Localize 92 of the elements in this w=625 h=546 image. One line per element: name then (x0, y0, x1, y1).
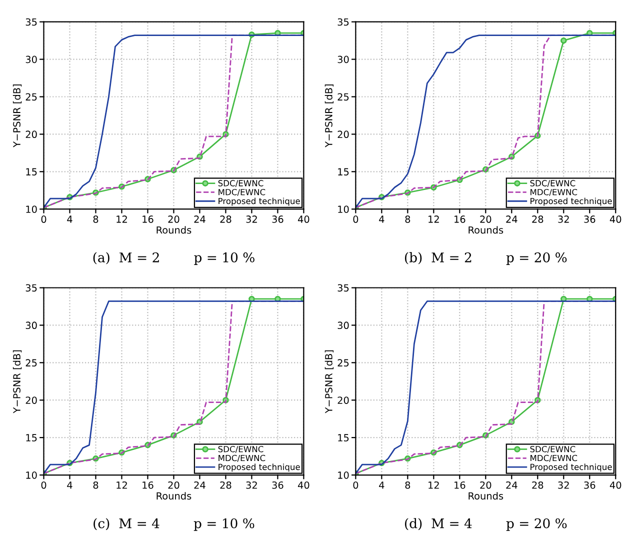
y-tick-label: 35 (338, 284, 349, 292)
x-tick-label: 32 (558, 216, 569, 223)
y-axis-title: Y−PSNR [dB] (324, 350, 334, 414)
x-tick-label: 4 (67, 482, 72, 489)
legend-label: Proposed technique (218, 464, 300, 472)
x-axis-title: Rounds (156, 226, 192, 234)
legend-label: Proposed technique (530, 464, 612, 472)
y-tick-label: 35 (26, 284, 37, 292)
x-axis-title: Rounds (156, 492, 192, 500)
legend-label: Proposed technique (530, 198, 612, 206)
x-axis-title: Rounds (468, 226, 504, 234)
x-tick-label: 0 (41, 216, 46, 223)
y-tick-label: 20 (338, 396, 349, 404)
legend-label: MDC/EWNC (218, 188, 266, 196)
x-tick-label: 40 (298, 216, 310, 223)
y-tick-label: 30 (338, 56, 349, 64)
x-tick-label: 20 (480, 481, 492, 489)
x-tick-label: 16 (142, 216, 154, 223)
x-tick-label: 0 (41, 481, 46, 489)
y-tick-label: 25 (338, 93, 349, 101)
legend-label: SDC/EWNC (218, 180, 264, 188)
y-tick-label: 30 (26, 322, 37, 330)
text: (a) M = 2 p = 10 % (93, 252, 254, 265)
y-tick-label: 20 (26, 396, 37, 404)
text: (b) M = 2 p = 20 % (404, 252, 567, 265)
x-tick-label: 40 (610, 216, 622, 223)
x-tick-label: 16 (142, 481, 154, 489)
y-axis-title: Y−PSNR [dB] (324, 84, 334, 148)
x-tick-label: 16 (454, 216, 466, 223)
y-axis-title: Y−PSNR [dB] (12, 84, 22, 148)
x-tick-label: 12 (116, 481, 127, 489)
x-tick-label: 20 (168, 216, 180, 223)
legend-label: Proposed technique (218, 198, 300, 206)
y-tick-label: 15 (338, 168, 349, 176)
text: (c) M = 4 p = 10 % (94, 518, 254, 531)
y-tick-label: 30 (338, 322, 349, 330)
x-tick-label: 32 (246, 216, 257, 223)
legend-label: MDC/EWNC (218, 454, 266, 462)
x-tick-label: 20 (480, 216, 492, 223)
text: (d) M = 4 p = 20 % (404, 518, 567, 531)
x-tick-label: 8 (93, 216, 98, 223)
x-tick-label: 20 (168, 481, 180, 489)
x-tick-label: 32 (558, 481, 569, 489)
x-tick-label: 4 (67, 216, 72, 223)
x-tick-label: 12 (428, 216, 439, 223)
x-tick-label: 12 (116, 216, 127, 223)
y-tick-label: 25 (26, 359, 37, 366)
x-tick-label: 24 (194, 216, 206, 223)
x-tick-label: 4 (379, 216, 384, 223)
x-tick-label: 16 (454, 481, 466, 489)
x-tick-label: 24 (194, 481, 206, 489)
x-tick-label: 8 (93, 481, 98, 489)
x-tick-label: 28 (532, 216, 544, 223)
y-tick-label: 10 (338, 206, 349, 213)
x-tick-label: 24 (506, 216, 518, 223)
x-tick-label: 12 (428, 481, 439, 489)
x-tick-label: 36 (584, 216, 596, 223)
x-tick-label: 0 (353, 216, 358, 223)
y-tick-label: 35 (338, 18, 349, 26)
y-tick-label: 10 (26, 206, 37, 213)
y-tick-label: 10 (26, 472, 37, 479)
legend-label: MDC/EWNC (530, 454, 578, 462)
x-tick-label: 28 (532, 481, 544, 489)
y-tick-label: 15 (26, 434, 37, 442)
x-tick-label: 4 (379, 482, 384, 489)
y-tick-label: 10 (338, 472, 349, 479)
x-tick-label: 36 (584, 481, 596, 489)
x-tick-label: 8 (405, 216, 410, 223)
y-tick-label: 30 (26, 56, 37, 64)
y-tick-label: 25 (26, 93, 37, 101)
y-tick-label: 35 (26, 18, 37, 26)
x-tick-label: 24 (506, 481, 518, 489)
x-tick-label: 8 (405, 481, 410, 489)
x-tick-label: 36 (272, 481, 284, 489)
y-tick-label: 15 (338, 434, 349, 442)
x-tick-label: 36 (272, 216, 284, 223)
y-axis-title: Y−PSNR [dB] (12, 350, 22, 414)
legend-label: MDC/EWNC (530, 188, 578, 196)
x-tick-label: 32 (246, 481, 257, 489)
y-tick-label: 15 (26, 168, 37, 176)
y-tick-label: 20 (338, 130, 349, 138)
legend-label: SDC/EWNC (218, 446, 264, 453)
y-tick-label: 20 (26, 130, 37, 138)
y-tick-label: 25 (338, 359, 349, 366)
x-tick-label: 0 (353, 481, 358, 489)
x-tick-label: 40 (610, 481, 622, 489)
x-tick-label: 28 (220, 216, 232, 223)
legend-label: SDC/EWNC (530, 446, 576, 453)
x-axis-title: Rounds (468, 492, 504, 500)
legend-label: SDC/EWNC (530, 180, 576, 188)
x-tick-label: 40 (298, 481, 310, 489)
x-tick-label: 28 (220, 481, 232, 489)
